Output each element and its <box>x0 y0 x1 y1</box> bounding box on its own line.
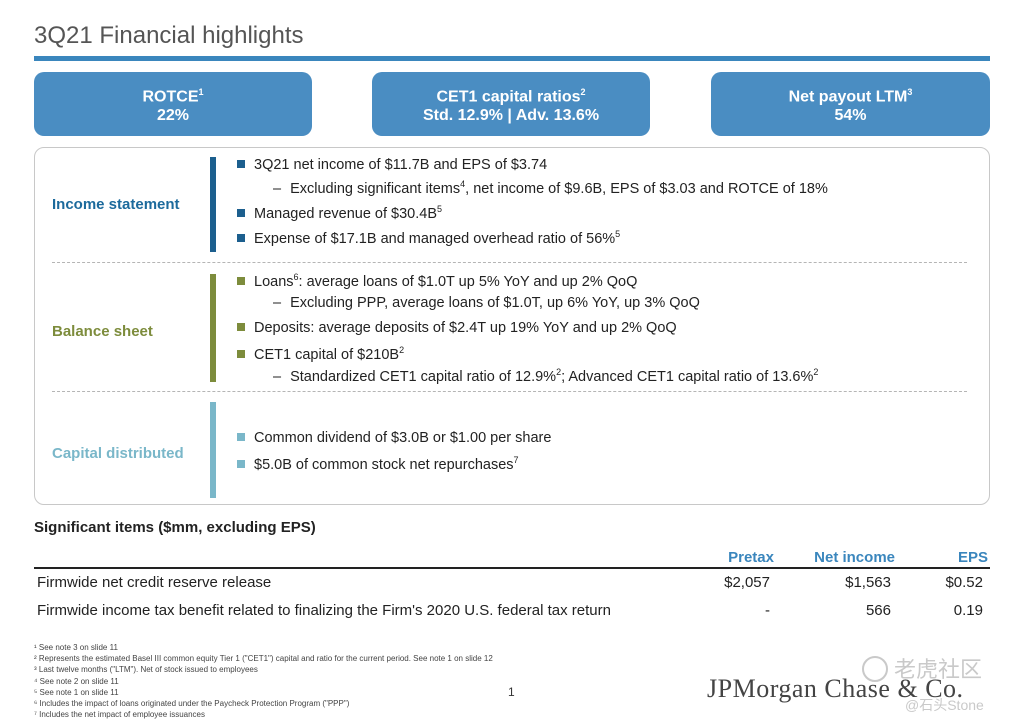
kpi-cet1-sup: 2 <box>580 86 586 97</box>
section-divider <box>52 391 967 392</box>
table-header-rule <box>34 567 990 569</box>
footnote-ref: 6 <box>293 272 299 282</box>
column-header-net-income: Net income <box>814 549 895 566</box>
kpi-net-payout-value: 54% <box>834 107 867 125</box>
kpi-rotce: ROTCE1 22% <box>34 72 312 136</box>
watermark: 老虎社区 <box>862 652 982 684</box>
bullet-text: $5.0B of common stock net repurchases <box>254 456 514 473</box>
kpi-net-payout-label: Net payout LTM <box>788 88 908 106</box>
bullet-capital-1: Common dividend of $3.0B or $1.00 per sh… <box>237 430 551 446</box>
subbullet-balance-3: – Standardized CET1 capital ratio of 12.9… <box>273 367 818 385</box>
kpi-rotce-label: ROTCE <box>142 88 199 106</box>
bullet-square-icon <box>237 233 245 242</box>
footnote-ref: 5 <box>615 229 621 239</box>
table-cell-eps: 0.19 <box>953 602 983 619</box>
bullet-capital-2: $5.0B of common stock net repurchases7 <box>237 455 519 473</box>
table-cell-net-income: $1,563 <box>845 574 891 591</box>
subbullet-balance-1: – Excluding PPP, average loans of $1.0T, … <box>273 295 700 311</box>
table-row-label: Firmwide net credit reserve release <box>37 574 272 591</box>
bullet-square-icon <box>237 160 245 168</box>
table-cell-pretax: $2,057 <box>724 574 770 591</box>
bullet-text: : average loans of $1.0T up 5% YoY and u… <box>298 273 638 290</box>
page-title: 3Q21 Financial highlights <box>34 22 304 49</box>
table-row-label: Firmwide income tax benefit related to f… <box>37 602 611 619</box>
footnotes: ¹ See note 3 on slide 11 ² Represents th… <box>34 642 493 720</box>
bullet-square-icon <box>237 276 245 285</box>
bullet-square-icon <box>237 208 245 217</box>
company-logo: JPMorgan Chase & Co. <box>707 674 964 703</box>
bullet-square-icon <box>237 433 245 441</box>
bullet-text: Standardized CET1 capital ratio of 12.9% <box>290 368 557 385</box>
bullet-text: Excluding PPP, average loans of $1.0T, u… <box>290 295 700 311</box>
kpi-rotce-sup: 1 <box>198 86 204 97</box>
section-bar-capital <box>210 402 216 498</box>
kpi-net-payout: Net payout LTM3 54% <box>711 72 990 136</box>
footnote: ⁴ See note 2 on slide 11 <box>34 676 119 686</box>
section-label-balance: Balance sheet <box>52 323 153 340</box>
bullet-balance-1: Loans6: average loans of $1.0T up 5% YoY… <box>237 272 637 290</box>
footnote-ref: 2 <box>399 345 405 355</box>
bullet-text: Expense of $17.1B and managed overhead r… <box>254 230 616 247</box>
bullet-square-icon <box>237 349 245 358</box>
bullet-income-3: Expense of $17.1B and managed overhead r… <box>237 229 620 247</box>
footnote-ref: 2 <box>556 367 562 377</box>
bullet-income-1: 3Q21 net income of $11.7B and EPS of $3.… <box>237 157 547 173</box>
bullet-text: , net income of $9.6B, EPS of $3.03 and … <box>465 180 828 197</box>
tiger-logo-icon <box>862 656 888 682</box>
footnote-ref: 4 <box>460 179 466 189</box>
kpi-cet1: CET1 capital ratios2 Std. 12.9% | Adv. 1… <box>372 72 650 136</box>
footnote: ⁷ Includes the net impact of employee is… <box>34 710 205 720</box>
kpi-cet1-label: CET1 capital ratios <box>436 88 581 106</box>
bullet-text: Managed revenue of $30.4B <box>254 205 437 222</box>
bullet-balance-2: Deposits: average deposits of $2.4T up 1… <box>237 320 677 336</box>
bullet-income-2: Managed revenue of $30.4B5 <box>237 204 442 222</box>
kpi-net-payout-sup: 3 <box>907 86 913 97</box>
kpi-rotce-value: 22% <box>156 107 190 125</box>
bullet-text: Loans <box>254 273 294 290</box>
footnote-ref: 5 <box>437 204 443 214</box>
section-bar-income <box>210 157 216 252</box>
page-number: 1 <box>508 685 515 699</box>
footnote: ² Represents the estimated Basel III com… <box>34 654 493 664</box>
table-cell-pretax: - <box>765 602 770 619</box>
section-label-capital: Capital distributed <box>52 445 184 462</box>
subbullet-income-1: – Excluding significant items4, net incom… <box>273 179 828 197</box>
watermark-text: 老虎社区 <box>894 657 983 682</box>
bullet-text: ; Advanced CET1 capital ratio of 13.6% <box>561 368 814 385</box>
footnote: ⁵ See note 1 on slide 11 <box>34 687 119 697</box>
dash-icon: – <box>273 368 282 385</box>
bullet-text: Deposits: average deposits of $2.4T up 1… <box>254 320 677 336</box>
column-header-pretax: Pretax <box>728 549 774 566</box>
dash-icon: – <box>273 180 282 197</box>
bullet-text: Common dividend of $3.0B or $1.00 per sh… <box>254 430 552 446</box>
table-cell-net-income: 566 <box>865 602 891 619</box>
bullet-text: 3Q21 net income of $11.7B and EPS of $3.… <box>254 157 548 173</box>
bullet-square-icon <box>237 323 245 331</box>
watermark-handle: @石头Stone <box>905 697 984 713</box>
footnote-ref: 2 <box>813 367 819 377</box>
bullet-balance-3: CET1 capital of $210B2 <box>237 345 404 363</box>
section-divider <box>52 262 967 263</box>
title-rule <box>34 56 990 61</box>
section-label-income: Income statement <box>52 196 180 213</box>
highlights-panel <box>34 147 990 505</box>
footnote: ¹ See note 3 on slide 11 <box>34 643 118 652</box>
section-bar-balance <box>210 274 216 382</box>
footnote: ⁶ Includes the impact of loans originate… <box>34 699 350 709</box>
column-header-eps: EPS <box>957 549 988 566</box>
bullet-square-icon <box>237 459 245 468</box>
significant-items-title: Significant items ($mm, excluding EPS) <box>34 519 316 536</box>
bullet-text: CET1 capital of $210B <box>254 346 400 363</box>
table-cell-eps: $0.52 <box>945 574 983 591</box>
dash-icon: – <box>273 295 282 311</box>
bullet-text: Excluding significant items <box>290 180 461 197</box>
footnote: ³ Last twelve months ("LTM"). Net of sto… <box>34 665 258 675</box>
footnote-ref: 7 <box>513 455 519 465</box>
kpi-cet1-value: Std. 12.9% | Adv. 13.6% <box>422 107 600 125</box>
